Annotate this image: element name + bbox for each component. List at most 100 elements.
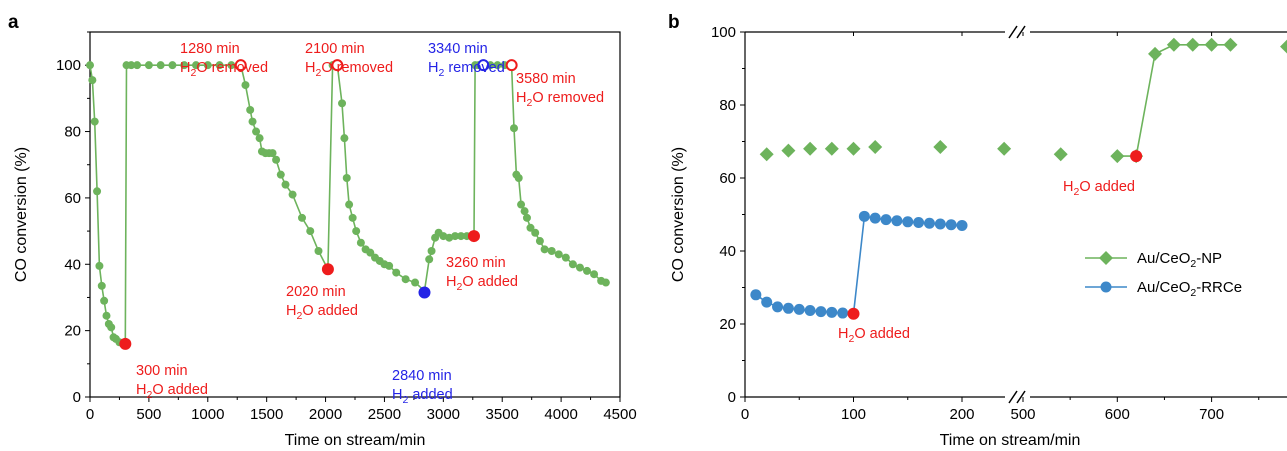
x-tick-label-a: 2500 (368, 406, 401, 423)
data-point-a (348, 213, 357, 222)
data-point-a (93, 187, 102, 196)
data-point-rrce (837, 307, 849, 319)
legend-marker-np (1099, 251, 1113, 265)
x-tick-label-b: 100 (841, 406, 866, 423)
annotation-event-b: H2O added (1063, 179, 1135, 198)
data-point-np (1280, 39, 1287, 54)
y-tick-label-b: 80 (719, 97, 736, 114)
data-point-a (215, 61, 224, 70)
data-point-np (868, 139, 883, 154)
event-marker-a (119, 337, 132, 350)
event-marker-a (234, 59, 247, 72)
data-point-a (340, 134, 349, 143)
data-point-a (457, 232, 465, 241)
data-point-np (781, 143, 796, 158)
y-tick-label-b: 60 (719, 170, 736, 187)
data-point-a (345, 200, 354, 209)
y-tick-label-a: 20 (64, 323, 81, 340)
data-point-a (425, 255, 434, 264)
data-point-a (156, 61, 165, 70)
x-tick-label-b: 600 (1105, 406, 1130, 423)
data-point-a (306, 227, 315, 236)
y-tick-label-b: 0 (728, 389, 736, 406)
data-point-a (255, 134, 264, 143)
data-point-np (803, 141, 818, 156)
y-tick-label-b: 100 (711, 24, 736, 41)
data-point-a (554, 250, 563, 259)
series-line-np (1117, 53, 1156, 157)
data-point-np (933, 139, 948, 154)
annotation-time-a: 3340 min (428, 41, 488, 57)
data-point-a (281, 180, 290, 189)
data-point-rrce (880, 214, 892, 226)
panel-label-b: b (668, 12, 680, 33)
annotation-time-a: 300 min (136, 363, 188, 379)
event-marker-a (477, 59, 490, 72)
data-point-a (535, 237, 544, 246)
data-point-a (248, 117, 257, 126)
data-point-np (1148, 46, 1163, 61)
event-marker-a (321, 263, 334, 276)
data-point-rrce (923, 217, 935, 229)
data-point-a (522, 213, 531, 222)
data-point-np (997, 141, 1012, 156)
x-tick-label-a: 3000 (427, 406, 460, 423)
x-tick-label-a: 4000 (544, 406, 577, 423)
data-point-a (575, 263, 584, 272)
data-point-np (1110, 149, 1125, 164)
data-point-a (561, 253, 570, 262)
annotation-event-a: H2 added (392, 387, 453, 406)
data-point-np (759, 147, 774, 162)
data-point-a (526, 223, 535, 232)
data-point-a (366, 248, 375, 257)
data-point-a (392, 268, 401, 277)
data-point-a (601, 278, 610, 287)
data-point-a (520, 207, 529, 216)
data-point-a (493, 61, 502, 70)
x-tick-label-a: 0 (86, 406, 94, 423)
y-tick-label-b: 40 (719, 243, 736, 260)
data-point-a (252, 127, 261, 136)
y-axis-label-a: CO conversion (%) (13, 147, 30, 282)
data-point-rrce (772, 301, 784, 313)
data-point-a (107, 323, 116, 332)
annotation-event-a: H2O added (136, 382, 208, 401)
data-point-rrce (891, 215, 903, 227)
x-tick-label-b: 0 (741, 406, 749, 423)
data-point-a (246, 105, 255, 114)
data-point-rrce (804, 304, 816, 316)
data-point-rrce (945, 219, 957, 231)
x-tick-label-b: 500 (1010, 406, 1035, 423)
axis-break-mark (1008, 25, 1018, 39)
data-point-a (568, 260, 577, 269)
y-tick-label-a: 40 (64, 256, 81, 273)
data-point-a (451, 232, 460, 241)
data-point-a (401, 275, 410, 284)
event-marker-a (418, 286, 431, 299)
event-marker-b (847, 307, 860, 320)
data-point-a (531, 228, 540, 237)
data-point-np (1204, 37, 1219, 52)
data-point-a (192, 61, 200, 70)
data-point-a (517, 200, 526, 209)
annotation-event-a: H2O removed (516, 90, 604, 109)
data-point-a (127, 61, 136, 70)
legend-marker-rrce (1100, 281, 1112, 293)
data-point-rrce (793, 303, 805, 315)
data-point-rrce (750, 289, 762, 301)
annotation-event-a: H2O added (286, 303, 358, 322)
axis-break-mark (1016, 390, 1026, 404)
data-point-a (342, 174, 351, 182)
annotation-event-a: H2O removed (305, 60, 393, 79)
annotation-time-a: 2840 min (392, 368, 452, 384)
annotation-event-a: H2 removed (428, 60, 505, 79)
annotation-event-b: H2O added (838, 326, 910, 345)
data-point-rrce (815, 306, 827, 318)
x-tick-label-a: 1000 (191, 406, 224, 423)
data-point-rrce (826, 306, 838, 318)
data-point-rrce (869, 212, 881, 224)
data-point-a (95, 261, 104, 270)
x-axis-label-a: Time on stream/min (285, 432, 426, 449)
x-tick-label-a: 2000 (309, 406, 342, 423)
